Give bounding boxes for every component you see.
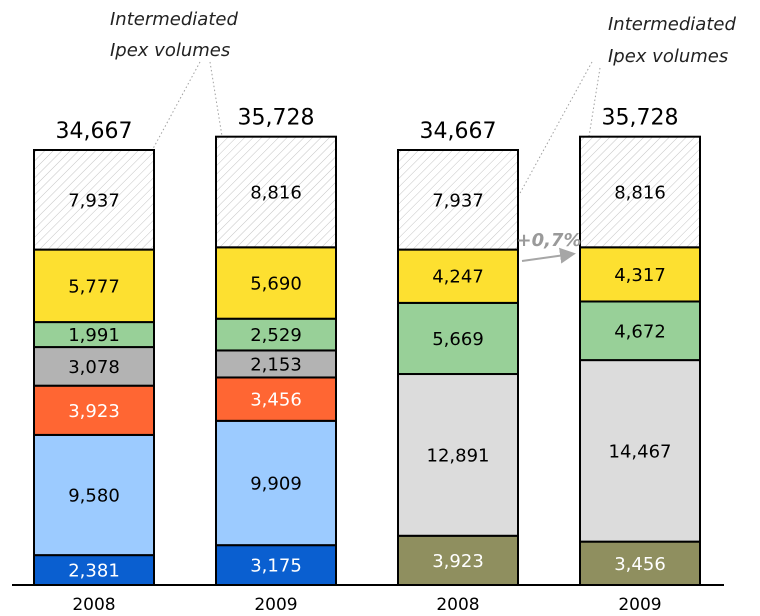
data-label: 5,690 — [250, 274, 302, 295]
annotations: Intermediated Ipex volumes Intermediated Ip… — [110, 9, 736, 67]
data-label: 12,891 — [427, 445, 490, 466]
bar-segment — [215, 376, 337, 422]
annotation-text: Ipex volumes — [110, 40, 230, 61]
annotation-leader-line — [209, 61, 239, 236]
bar-segment — [215, 317, 337, 352]
data-label: 2,529 — [250, 325, 302, 346]
bar-segment — [33, 433, 155, 557]
bar-total-label: 35,728 — [602, 106, 679, 131]
data-label: 14,467 — [609, 441, 672, 462]
x-tick-label: 2008 — [72, 595, 115, 615]
bar-segment — [33, 248, 155, 324]
data-label: 4,672 — [614, 321, 666, 342]
bar-segment — [33, 321, 155, 349]
data-label: 8,816 — [614, 182, 666, 203]
bar-stack-4: 3,456 14,467 4,672 4,317 8,816 — [579, 135, 701, 587]
annotation-text: Intermediated — [608, 14, 736, 35]
data-label: 3,923 — [432, 551, 484, 572]
data-label: 7,937 — [432, 190, 484, 211]
data-label: 9,909 — [250, 473, 302, 494]
x-tick-label: 2008 — [436, 595, 479, 615]
data-label: 8,816 — [250, 182, 302, 203]
bar-stack-1: 2,381 9,580 3,923 3,078 1,991 5,777 7,937 — [33, 149, 155, 586]
annotation-leader-line — [507, 61, 593, 216]
data-label: 3,456 — [614, 554, 666, 575]
annotation-intermediated-ipex: Intermediated Ipex volumes — [110, 9, 238, 61]
data-label: 4,247 — [432, 267, 484, 288]
data-label: 3,923 — [68, 401, 120, 422]
bar-segment — [33, 149, 155, 251]
growth-indicator: +0,7% — [516, 230, 582, 264]
annotation-text: Ipex volumes — [608, 46, 728, 67]
bar-stack-3: 3,923 12,891 5,669 4,247 7,937 — [397, 149, 519, 586]
annotation-leader-line — [147, 61, 201, 159]
data-label: 3,078 — [68, 357, 120, 378]
x-tick-label: 2009 — [254, 595, 297, 615]
bar-segment — [215, 419, 337, 547]
growth-arrow — [521, 247, 576, 264]
bar-total-label: 35,728 — [238, 106, 315, 131]
annotation-leader-line — [581, 67, 601, 181]
total-labels: 34,667 35,728 34,667 35,728 — [56, 106, 679, 144]
data-label: 7,937 — [68, 190, 120, 211]
bar-segment — [215, 135, 337, 249]
x-tick-labels: 2008 2009 2008 2009 — [72, 595, 661, 615]
bar-total-label: 34,667 — [420, 119, 497, 144]
annotation-leader-lines — [147, 61, 601, 236]
bar-stacks: 2,381 9,580 3,923 3,078 1,991 5,777 7,937 3,175… — [33, 135, 701, 587]
data-label: 5,669 — [432, 329, 484, 350]
data-label: 5,777 — [68, 276, 120, 297]
data-label: 2,381 — [68, 561, 120, 582]
bar-segment — [397, 534, 519, 586]
data-label: 3,175 — [250, 556, 302, 577]
data-label: 3,456 — [250, 390, 302, 411]
annotation-intermediated-ipex: Intermediated Ipex volumes — [608, 14, 736, 67]
bar-segment — [397, 149, 519, 251]
x-tick-label: 2009 — [618, 595, 661, 615]
data-label: 9,580 — [68, 486, 120, 507]
bar-segment — [579, 135, 701, 249]
data-label: 4,317 — [614, 265, 666, 286]
bar-stack-2: 3,175 9,909 3,456 2,153 2,529 5,690 8,816 — [215, 135, 337, 586]
data-label: 2,153 — [250, 354, 302, 375]
annotation-text: Intermediated — [110, 9, 238, 30]
bar-segment — [215, 544, 337, 586]
bar-segment — [215, 349, 337, 379]
data-label: 1,991 — [68, 325, 120, 346]
growth-label: +0,7% — [516, 230, 581, 251]
bar-total-label: 34,667 — [56, 119, 133, 144]
bar-segment — [397, 248, 519, 304]
bar-segment — [215, 246, 337, 320]
